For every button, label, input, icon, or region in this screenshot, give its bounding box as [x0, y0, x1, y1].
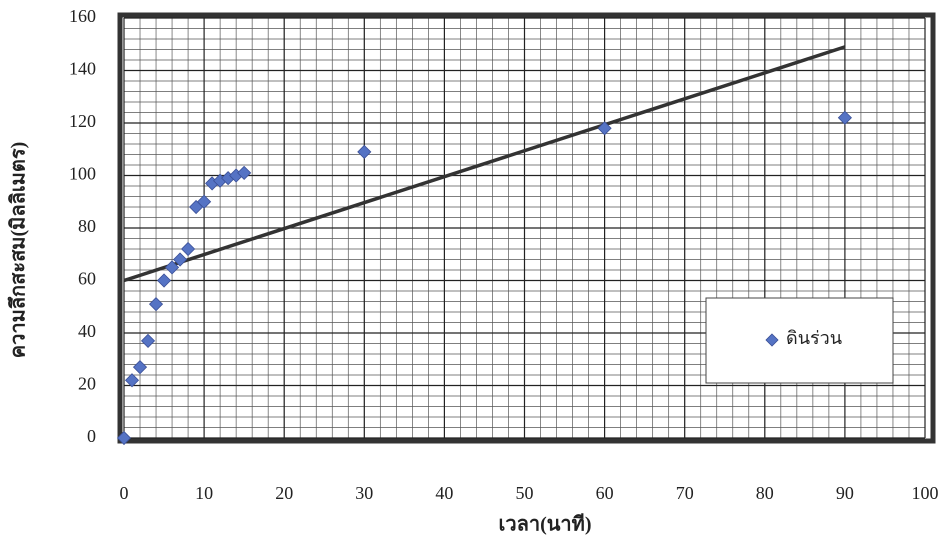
x-tick-label: 100	[912, 483, 939, 503]
y-tick-label: 120	[69, 111, 96, 131]
x-tick-label: 80	[756, 483, 774, 503]
point	[237, 165, 252, 180]
point	[173, 252, 188, 267]
legend-marker	[765, 333, 779, 347]
point	[140, 333, 156, 348]
point	[148, 297, 164, 312]
x-tick-label: 50	[516, 483, 534, 503]
point	[116, 430, 132, 446]
x-tick-label: 0	[120, 483, 129, 503]
point	[132, 360, 148, 375]
point	[357, 144, 372, 159]
point	[156, 273, 172, 288]
y-tick-label: 140	[69, 59, 96, 79]
x-tick-label: 40	[435, 483, 453, 503]
y-tick-label: 40	[78, 321, 96, 341]
x-axis-title: เวลา(นาที)	[499, 513, 592, 536]
x-tick-label: 30	[355, 483, 373, 503]
point	[124, 373, 140, 388]
point	[181, 241, 196, 257]
y-tick-label: 80	[78, 216, 96, 236]
legend-box	[705, 297, 894, 384]
plot-frame	[117, 12, 936, 444]
x-tick-label: 70	[676, 483, 694, 503]
trendline	[123, 45, 846, 283]
x-tick-label: 60	[596, 483, 614, 503]
y-tick-label: 60	[78, 269, 96, 289]
point	[164, 260, 180, 275]
y-tick-label: 160	[69, 6, 96, 26]
y-tick-label: 0	[87, 426, 96, 446]
point	[197, 194, 212, 209]
x-tick-label: 10	[195, 483, 213, 503]
x-tick-label: 90	[836, 483, 854, 503]
y-tick-label: 20	[78, 374, 96, 394]
y-axis-title: ความลึกสะสม(มิลลิเมตร)	[8, 142, 30, 359]
y-tick-label: 100	[69, 164, 96, 184]
point	[597, 121, 612, 136]
x-tick-label: 20	[275, 483, 293, 503]
point	[837, 110, 852, 125]
legend-label: ดินร่วน	[786, 328, 842, 348]
